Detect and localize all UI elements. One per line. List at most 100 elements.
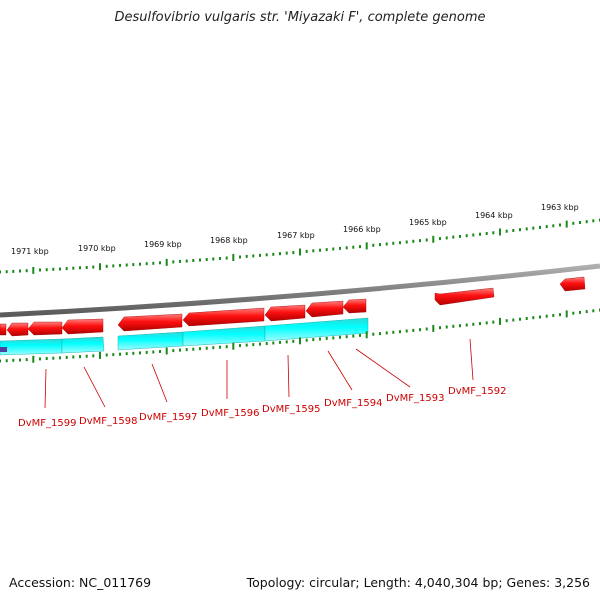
minor-tick — [5, 359, 8, 363]
minor-tick — [252, 254, 255, 258]
minor-tick — [532, 226, 535, 230]
minor-tick — [145, 262, 148, 266]
minor-tick — [65, 355, 68, 359]
minor-tick — [65, 267, 68, 271]
minor-tick — [559, 313, 561, 317]
minor-tick — [305, 338, 308, 342]
minor-tick — [372, 243, 375, 247]
minor-tick — [325, 336, 328, 340]
gene-arrow — [342, 298, 367, 314]
minor-tick — [459, 234, 461, 238]
major-tick — [299, 337, 301, 345]
minor-tick — [525, 227, 528, 231]
minor-tick — [59, 267, 61, 271]
major-tick — [99, 351, 101, 359]
kbp-label: 1967 kbp — [277, 231, 315, 240]
minor-tick — [319, 248, 321, 252]
genome-backbone — [0, 263, 600, 318]
minor-tick — [585, 310, 588, 314]
genome-title: Desulfovibrio vulgaris str. 'Miyazaki F'… — [114, 10, 486, 25]
minor-tick — [452, 324, 455, 328]
minor-tick — [465, 323, 468, 327]
kbp-label: 1968 kbp — [210, 236, 248, 245]
forward-genes — [0, 276, 586, 337]
minor-tick — [85, 354, 88, 358]
major-tick — [565, 220, 568, 228]
major-tick — [499, 317, 501, 325]
minor-tick — [445, 236, 448, 240]
minor-tick — [39, 357, 41, 361]
minor-tick — [0, 270, 1, 274]
minor-tick — [179, 259, 181, 263]
minor-tick — [399, 330, 401, 334]
minor-tick — [245, 254, 248, 258]
minor-tick — [545, 225, 548, 229]
minor-tick — [572, 221, 575, 225]
minor-tick — [212, 346, 215, 350]
gene-label: DvMF_1597 — [139, 412, 197, 423]
minor-tick — [259, 342, 261, 346]
minor-tick — [445, 325, 448, 329]
minor-tick — [92, 354, 95, 358]
minor-tick — [172, 349, 175, 353]
minor-tick — [199, 258, 201, 262]
minor-tick — [192, 259, 195, 262]
kbp-label: 1964 kbp — [475, 211, 513, 220]
minor-tick — [532, 316, 535, 320]
minor-tick — [105, 264, 108, 268]
minor-tick — [152, 261, 155, 265]
kbp-label: 1966 kbp — [343, 225, 381, 234]
minor-tick — [425, 327, 428, 331]
kbp-label: 1963 kbp — [541, 203, 579, 212]
small-feature — [0, 347, 7, 352]
minor-tick — [225, 256, 228, 260]
minor-tick — [345, 335, 348, 339]
minor-tick — [59, 356, 61, 360]
minor-tick — [339, 335, 341, 339]
minor-tick — [572, 311, 575, 315]
minor-tick — [199, 347, 201, 351]
gene-labels: DvMF_1599 DvMF_1598 DvMF_1597 DvMF_1596 … — [18, 386, 506, 429]
minor-tick — [332, 336, 335, 340]
minor-tick — [12, 269, 15, 273]
minor-tick — [239, 344, 241, 348]
leader-line — [151, 363, 168, 403]
minor-tick — [152, 350, 155, 354]
minor-tick — [512, 318, 515, 322]
major-tick — [499, 228, 501, 236]
minor-tick — [519, 317, 521, 321]
gene-arrow — [0, 323, 7, 336]
minor-tick — [385, 242, 388, 246]
gene-arrow — [182, 307, 265, 327]
minor-tick — [79, 266, 81, 270]
gene-arrow — [61, 318, 104, 335]
minor-tick — [372, 332, 375, 336]
gene-arrow — [117, 313, 183, 332]
minor-tick — [225, 345, 228, 349]
minor-tick — [292, 339, 295, 343]
minor-tick — [359, 245, 361, 249]
minor-tick — [412, 328, 415, 332]
minor-tick — [539, 225, 541, 229]
minor-tick — [559, 223, 561, 227]
minor-tick — [352, 245, 355, 249]
minor-tick — [179, 348, 181, 352]
kbp-label: 1971 kbp — [11, 247, 49, 256]
major-tick — [432, 235, 435, 243]
feature-track — [0, 317, 369, 356]
major-tick — [165, 258, 168, 266]
minor-tick — [399, 241, 401, 245]
gene-label: DvMF_1593 — [386, 393, 444, 404]
minor-tick — [439, 237, 441, 241]
kbp-label: 1970 kbp — [78, 244, 116, 253]
minor-tick — [392, 330, 395, 334]
minor-tick — [205, 258, 208, 261]
minor-tick — [419, 328, 421, 332]
minor-tick — [405, 329, 408, 333]
minor-tick — [19, 269, 21, 273]
leader-line — [327, 350, 353, 391]
minor-tick — [292, 251, 295, 255]
minor-tick — [352, 334, 355, 338]
minor-tick — [119, 263, 121, 267]
minor-tick — [79, 355, 81, 359]
